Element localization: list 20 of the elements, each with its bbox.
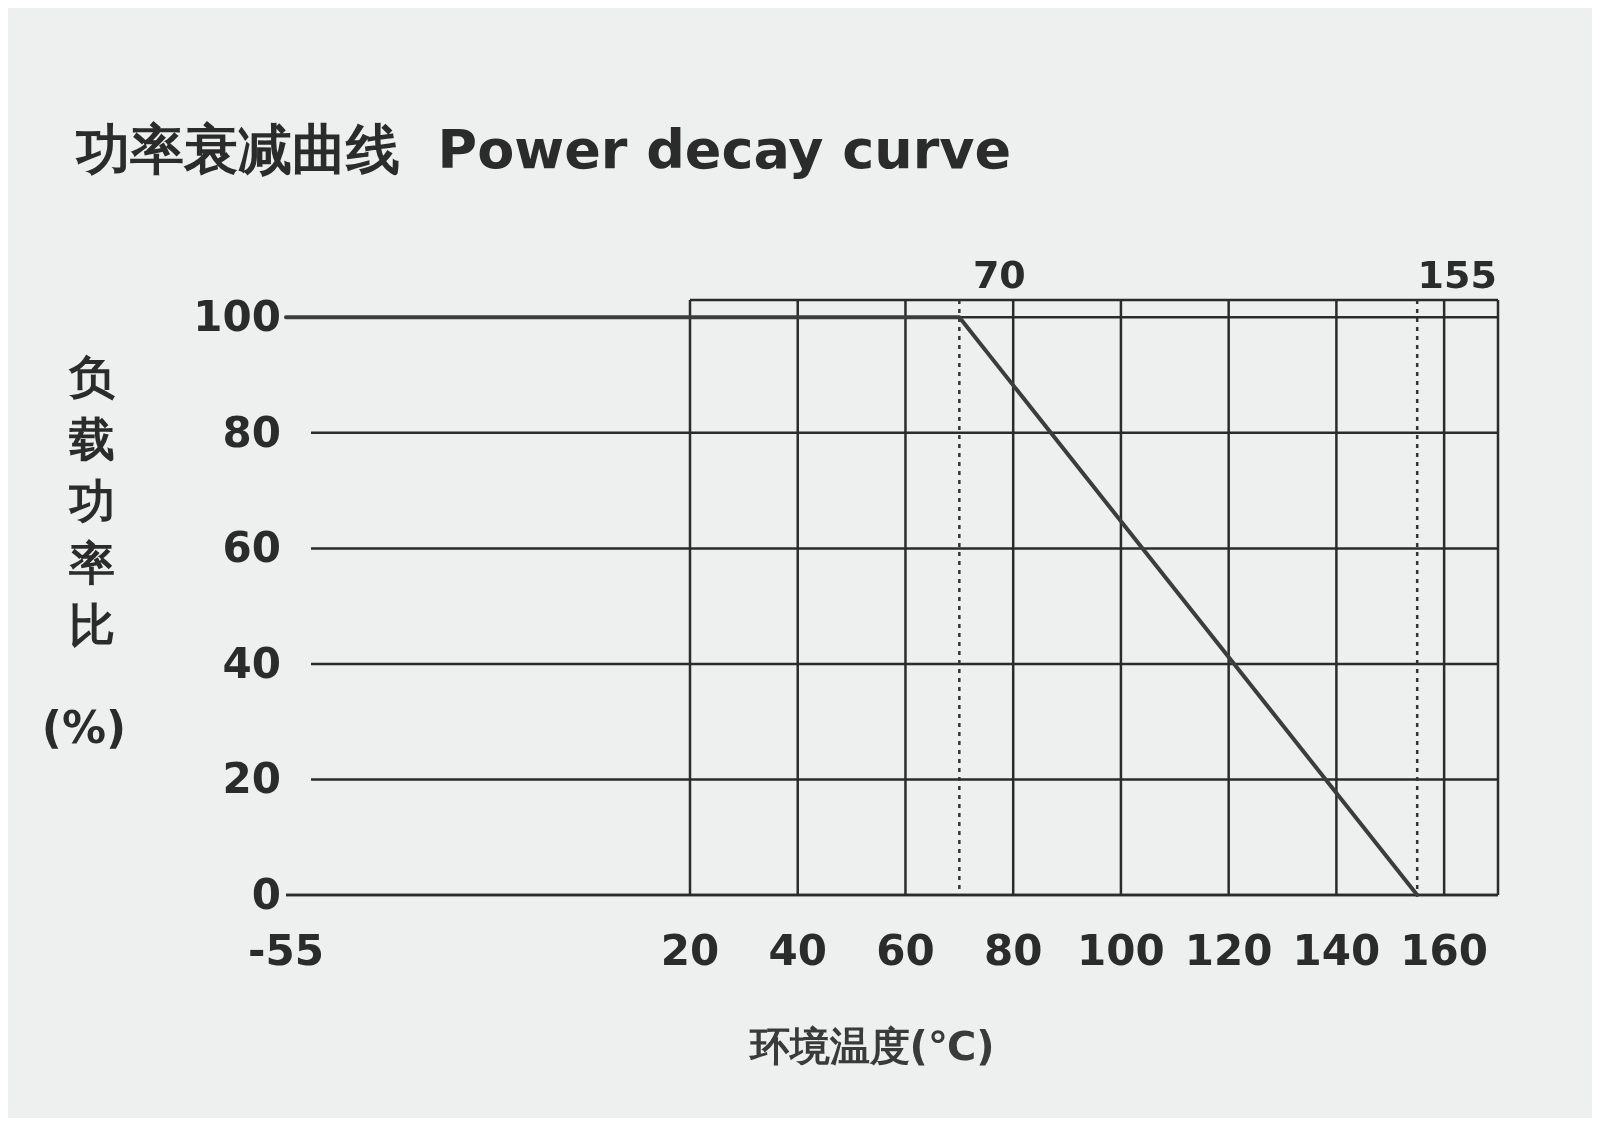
y-axis-title: 负载功率比(%): [41, 350, 127, 753]
y-tick-label: 40: [222, 638, 281, 688]
ref-line-label: 155: [1417, 253, 1497, 297]
x-tick-label: 140: [1292, 926, 1381, 975]
x-tick-label: -55: [248, 926, 324, 975]
y-tick-label: 60: [222, 523, 281, 573]
x-tick-label: 60: [876, 926, 935, 975]
x-tick-label: 40: [768, 926, 827, 975]
x-tick-label: 100: [1077, 926, 1165, 975]
y-tick-label: 100: [193, 292, 281, 342]
x-tick-label: 160: [1400, 926, 1488, 975]
x-axis-title: 环境温度(℃): [747, 1023, 995, 1069]
x-tick-label: 20: [660, 926, 720, 975]
ref-line-label: 70: [972, 253, 1026, 297]
y-tick-label: 80: [222, 407, 281, 457]
y-tick-label: 20: [222, 754, 281, 804]
chart-title: 功率衰减曲线 Power decay curve: [75, 118, 1012, 181]
y-tick-label: 0: [251, 870, 281, 919]
x-tick-label: 80: [983, 926, 1043, 975]
x-tick-label: 120: [1184, 926, 1273, 975]
